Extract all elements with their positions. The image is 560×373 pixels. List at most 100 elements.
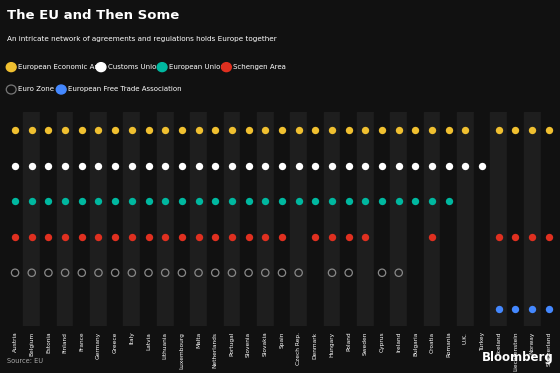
Point [77, 234, 86, 240]
Text: Czech Rep.: Czech Rep. [296, 332, 301, 365]
Bar [40, 112, 57, 326]
Point [161, 270, 170, 276]
Point [111, 198, 120, 204]
Point [511, 127, 520, 133]
Text: Portugal: Portugal [230, 332, 235, 356]
Text: Denmark: Denmark [313, 332, 318, 359]
Point [27, 163, 36, 169]
Bar [440, 112, 457, 326]
Point [227, 198, 236, 204]
Point [211, 234, 220, 240]
Point [27, 234, 36, 240]
Point [94, 234, 103, 240]
Point [311, 163, 320, 169]
Point [394, 127, 403, 133]
Point [211, 198, 220, 204]
Point [261, 234, 270, 240]
Point [194, 234, 203, 240]
Point [178, 270, 186, 276]
Bar [407, 112, 424, 326]
Point [161, 163, 170, 169]
Point [27, 270, 36, 276]
Point [27, 198, 36, 204]
Point [60, 234, 69, 240]
Point [60, 163, 69, 169]
Point [111, 270, 120, 276]
Point [227, 270, 236, 276]
Text: Germany: Germany [96, 332, 101, 359]
Point [94, 270, 103, 276]
Bar [107, 112, 124, 326]
Point [127, 198, 136, 204]
Text: Austria: Austria [12, 332, 17, 352]
Point [161, 234, 170, 240]
Point [278, 163, 287, 169]
Point [144, 198, 153, 204]
Bar [207, 112, 223, 326]
Point [77, 127, 86, 133]
Point [244, 198, 253, 204]
Point [278, 234, 287, 240]
Point [344, 198, 353, 204]
Point [528, 305, 536, 311]
Point [511, 234, 520, 240]
Bar [324, 112, 340, 326]
Point [428, 234, 437, 240]
Point [261, 198, 270, 204]
Text: European Economic Area: European Economic Area [18, 64, 105, 70]
Point [211, 163, 220, 169]
Bar [7, 112, 24, 326]
Text: Latvia: Latvia [146, 332, 151, 350]
Bar [73, 112, 90, 326]
Point [44, 198, 53, 204]
Point [377, 198, 386, 204]
Point [144, 270, 153, 276]
Point [528, 234, 536, 240]
Point [361, 163, 370, 169]
Bar [240, 112, 257, 326]
Text: Liechtenstein: Liechtenstein [513, 332, 518, 371]
Text: Lithuania: Lithuania [163, 332, 167, 359]
Point [94, 163, 103, 169]
Text: Spain: Spain [279, 332, 284, 348]
Point [111, 163, 120, 169]
Point [278, 270, 287, 276]
Bar [540, 112, 557, 326]
Point [244, 234, 253, 240]
Text: Italy: Italy [129, 332, 134, 345]
Text: Ireland: Ireland [396, 332, 401, 352]
Point [377, 127, 386, 133]
Text: Poland: Poland [346, 332, 351, 351]
Point [244, 127, 253, 133]
Text: Slovakia: Slovakia [263, 332, 268, 357]
Text: Cyprus: Cyprus [380, 332, 385, 352]
Text: Bulgaria: Bulgaria [413, 332, 418, 356]
Bar [90, 112, 107, 326]
Bar [124, 112, 140, 326]
Point [411, 127, 420, 133]
Text: Croatia: Croatia [430, 332, 435, 353]
Bar [474, 112, 491, 326]
Point [44, 234, 53, 240]
Point [144, 234, 153, 240]
Bar [491, 112, 507, 326]
Point [377, 163, 386, 169]
Text: An intricate network of agreements and regulations holds Europe together: An intricate network of agreements and r… [7, 36, 277, 42]
Bar [223, 112, 240, 326]
Point [178, 163, 186, 169]
Text: U.K.: U.K. [463, 332, 468, 344]
Text: Euro Zone: Euro Zone [18, 86, 54, 92]
Bar [257, 112, 274, 326]
Point [77, 198, 86, 204]
Point [60, 127, 69, 133]
Point [544, 305, 553, 311]
Point [261, 163, 270, 169]
Point [11, 198, 20, 204]
Point [94, 198, 103, 204]
Point [428, 198, 437, 204]
Point [511, 305, 520, 311]
Point [328, 234, 337, 240]
Point [344, 270, 353, 276]
Point [11, 270, 20, 276]
Text: Luxembourg: Luxembourg [179, 332, 184, 369]
